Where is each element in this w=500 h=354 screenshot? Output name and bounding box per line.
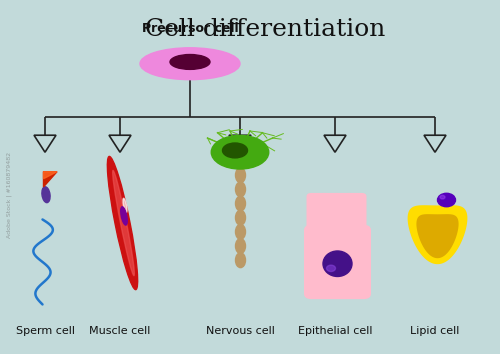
FancyBboxPatch shape bbox=[304, 225, 371, 299]
Ellipse shape bbox=[140, 48, 240, 80]
Polygon shape bbox=[44, 172, 57, 187]
FancyBboxPatch shape bbox=[331, 193, 354, 241]
Ellipse shape bbox=[108, 156, 138, 290]
Ellipse shape bbox=[236, 253, 246, 268]
Ellipse shape bbox=[236, 224, 246, 239]
Ellipse shape bbox=[112, 170, 134, 276]
Ellipse shape bbox=[211, 136, 269, 169]
Ellipse shape bbox=[326, 265, 336, 272]
Polygon shape bbox=[408, 205, 468, 264]
Ellipse shape bbox=[236, 168, 246, 183]
FancyBboxPatch shape bbox=[319, 193, 342, 241]
Ellipse shape bbox=[438, 193, 456, 207]
Text: Sperm cell: Sperm cell bbox=[16, 326, 74, 336]
Ellipse shape bbox=[222, 143, 248, 158]
Ellipse shape bbox=[440, 195, 445, 199]
Text: Nervous cell: Nervous cell bbox=[206, 326, 274, 336]
Text: Muscle cell: Muscle cell bbox=[90, 326, 150, 336]
Text: Epithelial cell: Epithelial cell bbox=[298, 326, 372, 336]
Ellipse shape bbox=[123, 198, 127, 212]
Text: Cell differentiation: Cell differentiation bbox=[145, 18, 385, 41]
Ellipse shape bbox=[170, 55, 210, 69]
Text: Adobe Stock | #160879482: Adobe Stock | #160879482 bbox=[6, 152, 12, 238]
Ellipse shape bbox=[236, 182, 246, 197]
Ellipse shape bbox=[236, 210, 246, 225]
Text: Lipid cell: Lipid cell bbox=[410, 326, 460, 336]
Ellipse shape bbox=[236, 239, 246, 253]
FancyBboxPatch shape bbox=[344, 193, 366, 241]
Ellipse shape bbox=[120, 207, 128, 225]
Polygon shape bbox=[416, 214, 459, 258]
FancyBboxPatch shape bbox=[306, 193, 330, 241]
Polygon shape bbox=[44, 172, 57, 179]
Ellipse shape bbox=[42, 187, 50, 202]
Ellipse shape bbox=[323, 251, 352, 276]
Text: Precursor cell: Precursor cell bbox=[142, 22, 238, 35]
Ellipse shape bbox=[236, 196, 246, 211]
